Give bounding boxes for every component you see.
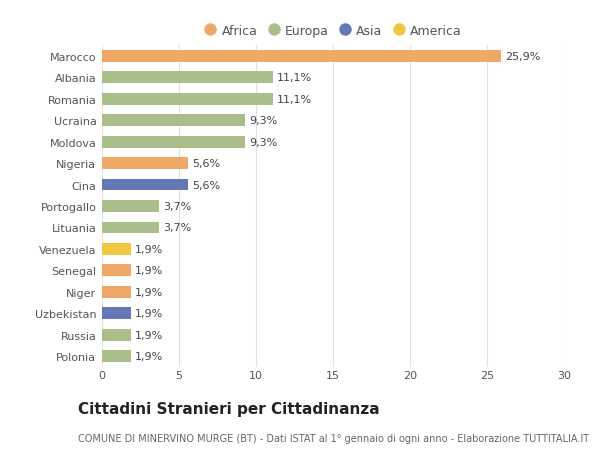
- Text: 11,1%: 11,1%: [277, 73, 312, 83]
- Bar: [102, 115, 245, 127]
- Bar: [102, 308, 131, 319]
- Bar: [102, 179, 188, 191]
- Bar: [102, 351, 131, 362]
- Text: 11,1%: 11,1%: [277, 95, 312, 105]
- Text: 3,7%: 3,7%: [163, 223, 191, 233]
- Text: 25,9%: 25,9%: [505, 51, 540, 62]
- Text: COMUNE DI MINERVINO MURGE (BT) - Dati ISTAT al 1° gennaio di ogni anno - Elabora: COMUNE DI MINERVINO MURGE (BT) - Dati IS…: [78, 433, 589, 442]
- Text: 5,6%: 5,6%: [192, 180, 220, 190]
- Bar: [102, 265, 131, 277]
- Text: 9,3%: 9,3%: [249, 116, 277, 126]
- Bar: [102, 222, 159, 234]
- Bar: [102, 136, 245, 148]
- Text: Cittadini Stranieri per Cittadinanza: Cittadini Stranieri per Cittadinanza: [78, 401, 380, 416]
- Text: 1,9%: 1,9%: [135, 266, 163, 276]
- Legend: Africa, Europa, Asia, America: Africa, Europa, Asia, America: [199, 20, 467, 43]
- Text: 1,9%: 1,9%: [135, 287, 163, 297]
- Bar: [102, 329, 131, 341]
- Bar: [102, 201, 159, 213]
- Bar: [102, 50, 501, 62]
- Text: 1,9%: 1,9%: [135, 308, 163, 319]
- Text: 1,9%: 1,9%: [135, 330, 163, 340]
- Bar: [102, 286, 131, 298]
- Text: 1,9%: 1,9%: [135, 352, 163, 362]
- Text: 5,6%: 5,6%: [192, 159, 220, 169]
- Bar: [102, 72, 273, 84]
- Text: 1,9%: 1,9%: [135, 244, 163, 254]
- Bar: [102, 94, 273, 105]
- Text: 9,3%: 9,3%: [249, 137, 277, 147]
- Text: 3,7%: 3,7%: [163, 202, 191, 212]
- Bar: [102, 243, 131, 255]
- Bar: [102, 158, 188, 169]
